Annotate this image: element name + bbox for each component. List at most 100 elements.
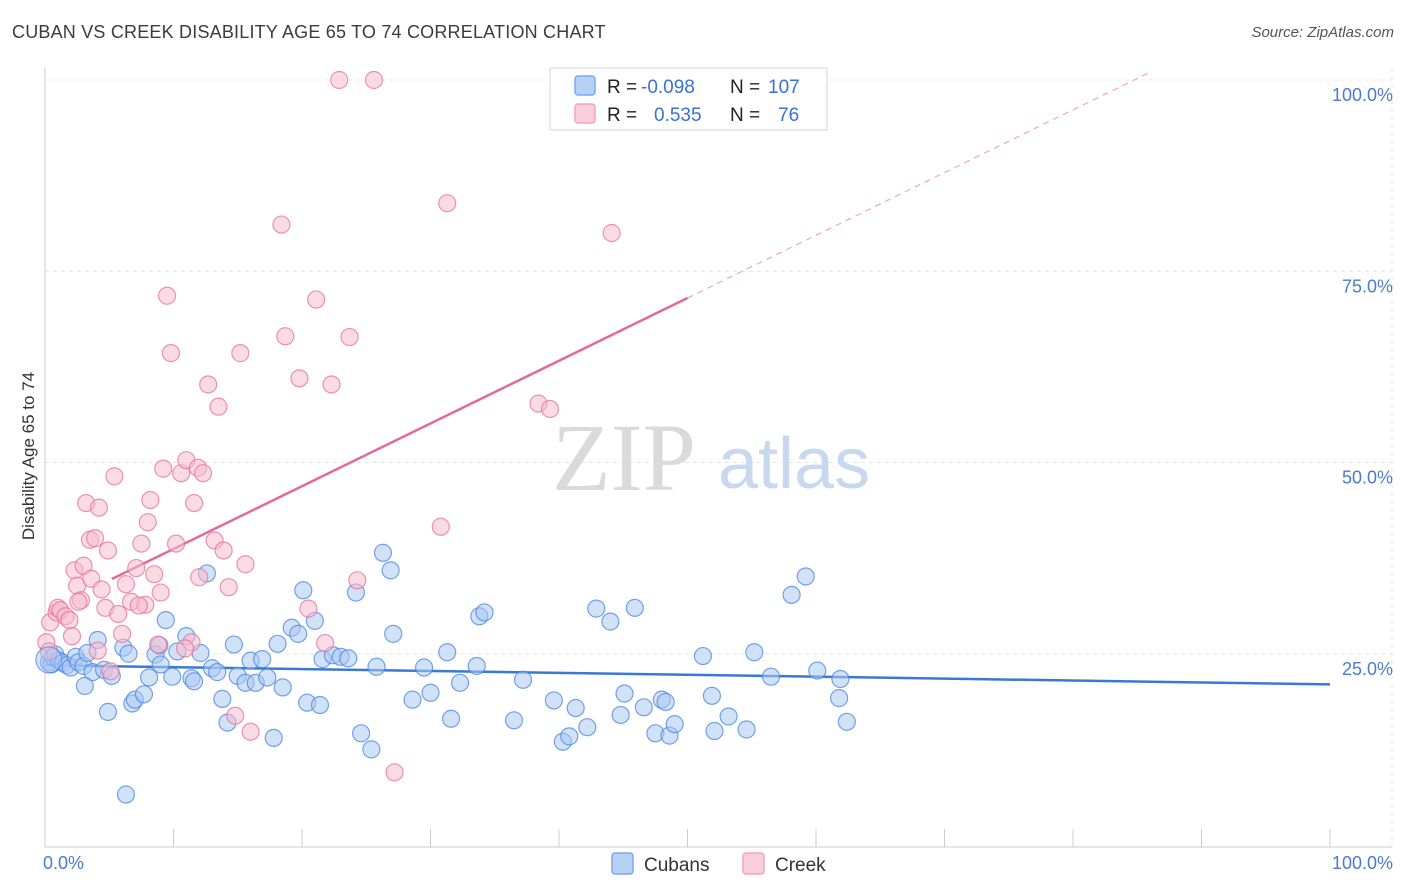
point-creek-62 (431, 517, 450, 536)
point-cubans-83 (611, 705, 630, 725)
point-creek-63 (438, 194, 457, 213)
point-creek-16 (89, 498, 109, 517)
point-creek-71 (190, 568, 209, 587)
point-creek-66 (602, 223, 621, 243)
point-cubans-91 (665, 715, 684, 734)
series-cubans (39, 543, 856, 804)
point-cubans-50 (294, 581, 313, 600)
point-creek-38 (184, 493, 204, 513)
point-cubans-92 (693, 646, 713, 666)
point-creek-43 (209, 397, 228, 416)
trend-line-creek-extension (687, 71, 1151, 299)
point-cubans-68 (438, 643, 457, 662)
point-cubans-25 (151, 655, 170, 674)
point-creek-50 (272, 215, 291, 234)
x-tick-label-1: 100.0% (1332, 853, 1393, 873)
point-cubans-36 (213, 689, 232, 708)
point-cubans-46 (268, 634, 287, 653)
point-cubans-96 (737, 720, 756, 739)
y-tick-label-3: 100.0% (1332, 85, 1393, 105)
point-cubans-45 (264, 728, 283, 748)
point-cubans-57 (339, 649, 358, 668)
point-cubans-59 (352, 724, 371, 743)
point-cubans-89 (656, 692, 675, 712)
point-cubans-26 (156, 610, 175, 630)
legend-r-label-cubans: R = (607, 77, 637, 98)
point-creek-32 (157, 286, 177, 305)
legend-box (549, 67, 828, 131)
x-tick-labels: 0.0% 100.0% (43, 853, 1393, 873)
legend-r-value-cubans: -0.098 (641, 77, 695, 98)
point-creek-55 (316, 633, 335, 653)
point-cubans-74 (504, 711, 524, 730)
data-points (35, 70, 856, 804)
point-creek-22 (112, 624, 132, 643)
point-cubans-38 (224, 635, 243, 654)
y-tick-label-0: 25.0% (1342, 659, 1393, 679)
point-creek-7 (62, 627, 82, 646)
correlation-legend: R = -0.098 N = 107 R = 0.535 N = 76 (549, 67, 828, 131)
point-cubans-53 (310, 695, 330, 715)
point-creek-54 (307, 290, 326, 309)
series-label-cubans: Cubans (644, 855, 710, 876)
point-cubans-80 (578, 718, 597, 737)
point-creek-56 (322, 375, 341, 394)
point-creek-41 (199, 375, 218, 394)
point-cubans-84 (615, 684, 634, 703)
point-creek-33 (161, 344, 181, 363)
point-cubans-18 (119, 644, 138, 663)
point-creek-44 (214, 541, 233, 560)
series-creek (37, 70, 621, 782)
point-creek-74 (88, 641, 107, 660)
legend-r-value-creek: 0.535 (654, 105, 702, 126)
point-cubans-66 (414, 658, 434, 677)
point-cubans-76 (544, 691, 563, 710)
point-cubans-65 (403, 690, 422, 709)
point-creek-6 (60, 610, 79, 630)
point-cubans-44 (258, 668, 277, 687)
point-cubans-97 (745, 643, 764, 662)
series-label-creek: Creek (775, 855, 826, 876)
point-cubans-22 (139, 668, 159, 687)
point-creek-30 (148, 635, 168, 654)
point-cubans-94 (705, 721, 724, 741)
point-cubans-106 (116, 785, 136, 804)
point-cubans-71 (467, 656, 486, 676)
axes (44, 68, 1392, 848)
point-creek-49 (241, 722, 260, 741)
point-creek-20 (105, 467, 124, 486)
point-creek-68 (129, 596, 148, 615)
point-creek-48 (236, 555, 255, 574)
legend-swatch-creek (574, 103, 596, 124)
point-cubans-95 (719, 707, 738, 726)
point-creek-15 (86, 529, 105, 548)
point-creek-17 (92, 580, 111, 599)
point-cubans-63 (381, 561, 400, 580)
point-creek-58 (340, 327, 359, 347)
point-cubans-69 (441, 709, 461, 728)
point-creek-60 (364, 70, 384, 90)
point-creek-26 (132, 534, 151, 553)
point-creek-34 (166, 534, 186, 553)
point-creek-45 (219, 578, 238, 597)
y-tick-label-1: 50.0% (1342, 468, 1393, 488)
point-creek-61 (385, 763, 404, 782)
point-cubans-60 (362, 740, 381, 759)
point-cubans-15 (98, 702, 118, 721)
point-creek-69 (151, 583, 170, 602)
point-creek-70 (175, 639, 195, 658)
source-label: Source: ZipAtlas.com (1251, 24, 1394, 41)
point-cubans-49 (289, 624, 308, 643)
point-creek-52 (290, 369, 309, 388)
point-cubans-67 (421, 683, 440, 702)
point-cubans-85 (625, 598, 644, 617)
point-cubans-75 (513, 670, 533, 689)
point-cubans-78 (560, 727, 579, 746)
point-creek-75 (138, 513, 157, 532)
legend-n-value-cubans: 107 (768, 77, 800, 98)
point-creek-46 (226, 706, 245, 725)
series-swatch-creek (742, 852, 765, 875)
series-swatch-cubans (611, 852, 634, 875)
legend-n-label-creek: N = (730, 105, 760, 126)
watermark: ZIP atlas (552, 404, 870, 511)
